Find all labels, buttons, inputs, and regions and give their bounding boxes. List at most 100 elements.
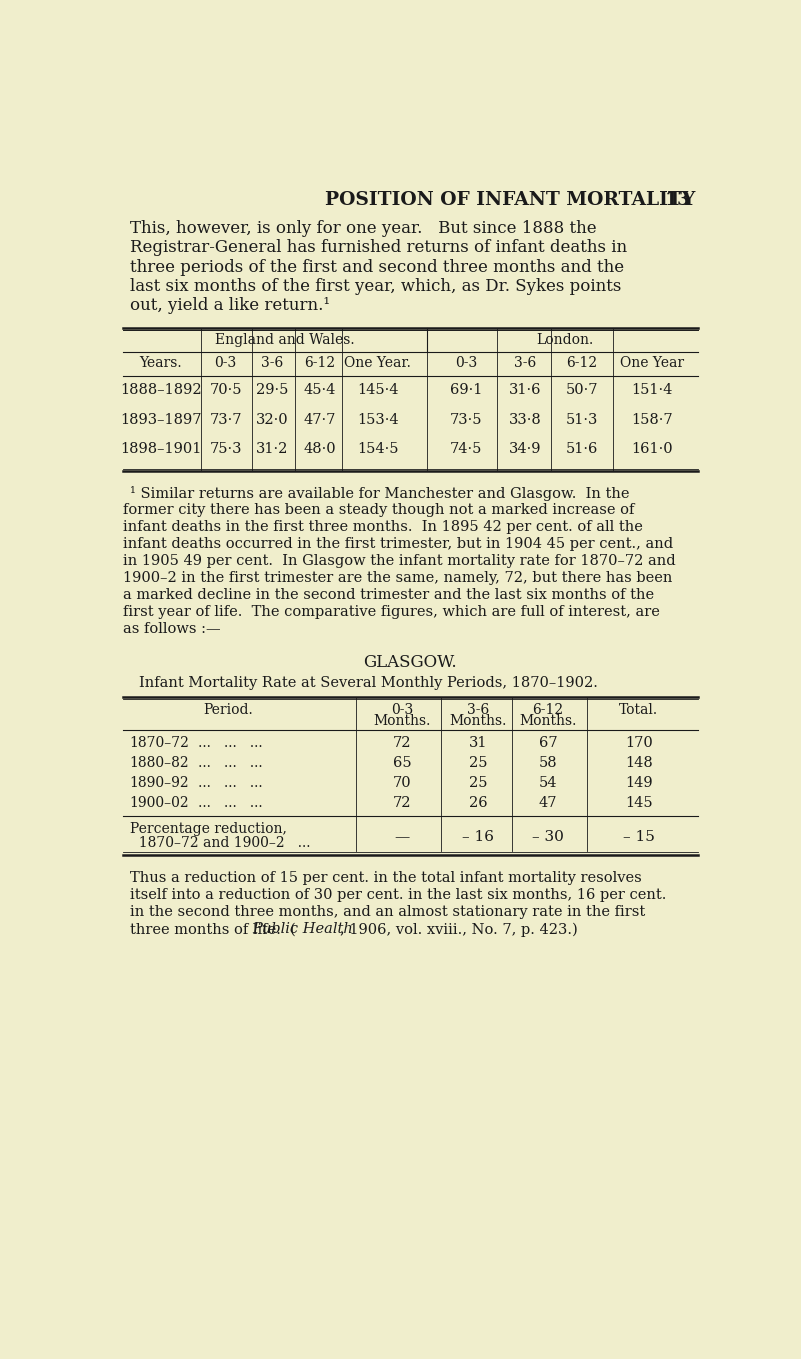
Text: itself into a reduction of 30 per cent. in the last six months, 16 per cent.: itself into a reduction of 30 per cent. … [130, 889, 666, 902]
Text: out, yield a like return.¹: out, yield a like return.¹ [130, 298, 329, 314]
Text: 48·0: 48·0 [303, 442, 336, 455]
Text: ...   ...   ...: ... ... ... [185, 776, 263, 790]
Text: This, however, is only for one year.   But since 1888 the: This, however, is only for one year. But… [130, 220, 596, 236]
Text: Registrar-General has furnished returns of infant deaths in: Registrar-General has furnished returns … [130, 239, 626, 257]
Text: 145: 145 [625, 796, 653, 810]
Text: 73·5: 73·5 [449, 413, 482, 427]
Text: ¹ Similar returns are available for Manchester and Glasgow.  In the: ¹ Similar returns are available for Manc… [130, 487, 629, 501]
Text: 47·7: 47·7 [304, 413, 336, 427]
Text: in the second three months, and an almost stationary rate in the first: in the second three months, and an almos… [130, 905, 645, 919]
Text: —: — [395, 830, 410, 844]
Text: 154·5: 154·5 [356, 442, 398, 455]
Text: 25: 25 [469, 776, 488, 790]
Text: ...   ...   ...: ... ... ... [185, 796, 263, 810]
Text: 1890–92: 1890–92 [130, 776, 189, 790]
Text: 31·2: 31·2 [256, 442, 288, 455]
Text: London.: London. [537, 333, 594, 348]
Text: – 16: – 16 [462, 830, 494, 844]
Text: – 15: – 15 [623, 830, 654, 844]
Text: 0-3: 0-3 [391, 703, 413, 716]
Text: 72: 72 [393, 737, 412, 750]
Text: 1898–1901: 1898–1901 [120, 442, 201, 455]
Text: 161·0: 161·0 [631, 442, 673, 455]
Text: three periods of the first and second three months and the: three periods of the first and second th… [130, 258, 624, 276]
Text: a marked decline in the second trimester and the last six months of the: a marked decline in the second trimester… [123, 588, 654, 602]
Text: 25: 25 [469, 756, 488, 771]
Text: 1870–72 and 1900–2   ...: 1870–72 and 1900–2 ... [130, 836, 310, 851]
Text: ...   ...   ...: ... ... ... [185, 756, 263, 771]
Text: Thus a reduction of 15 per cent. in the total infant mortality resolves: Thus a reduction of 15 per cent. in the … [130, 871, 642, 886]
Text: 45·4: 45·4 [304, 383, 336, 397]
Text: POSITION OF INFANT MORTALITY: POSITION OF INFANT MORTALITY [325, 190, 695, 209]
Text: 153·4: 153·4 [356, 413, 398, 427]
Text: Months.: Months. [374, 713, 431, 727]
Text: 6-12: 6-12 [533, 703, 564, 716]
Text: 1880–82: 1880–82 [130, 756, 189, 771]
Text: 65: 65 [393, 756, 412, 771]
Text: GLASGOW.: GLASGOW. [364, 654, 457, 671]
Text: 34·9: 34·9 [509, 442, 541, 455]
Text: 1870–72: 1870–72 [130, 737, 190, 750]
Text: 70·5: 70·5 [209, 383, 242, 397]
Text: infant deaths occurred in the first trimester, but in 1904 45 per cent., and: infant deaths occurred in the first trim… [123, 537, 674, 552]
Text: One Year: One Year [620, 356, 684, 370]
Text: infant deaths in the first three months.  In 1895 42 per cent. of all the: infant deaths in the first three months.… [123, 520, 643, 534]
Text: 47: 47 [539, 796, 557, 810]
Text: 70: 70 [393, 776, 412, 790]
Text: 3-6: 3-6 [513, 356, 536, 370]
Text: 32·0: 32·0 [256, 413, 288, 427]
Text: 6-12: 6-12 [304, 356, 335, 370]
Text: 151·4: 151·4 [631, 383, 673, 397]
Text: first year of life.  The comparative figures, which are full of interest, are: first year of life. The comparative figu… [123, 605, 660, 620]
Text: 13: 13 [664, 190, 690, 209]
Text: 145·4: 145·4 [356, 383, 398, 397]
Text: 26: 26 [469, 796, 488, 810]
Text: Percentage reduction,: Percentage reduction, [130, 822, 287, 836]
Text: Months.: Months. [519, 713, 577, 727]
Text: ...   ...   ...: ... ... ... [185, 737, 263, 750]
Text: 67: 67 [539, 737, 557, 750]
Text: 75·3: 75·3 [209, 442, 242, 455]
Text: , 1906, vol. xviii., No. 7, p. 423.): , 1906, vol. xviii., No. 7, p. 423.) [340, 923, 578, 936]
Text: Total.: Total. [619, 703, 658, 716]
Text: 0-3: 0-3 [215, 356, 237, 370]
Text: 69·1: 69·1 [449, 383, 482, 397]
Text: 33·8: 33·8 [509, 413, 541, 427]
Text: 50·7: 50·7 [566, 383, 598, 397]
Text: 1893–1897: 1893–1897 [120, 413, 201, 427]
Text: 54: 54 [539, 776, 557, 790]
Text: 3-6: 3-6 [261, 356, 284, 370]
Text: 31: 31 [469, 737, 488, 750]
Text: 1888–1892: 1888–1892 [120, 383, 201, 397]
Text: 1900–02: 1900–02 [130, 796, 189, 810]
Text: England and Wales.: England and Wales. [215, 333, 354, 348]
Text: 58: 58 [539, 756, 557, 771]
Text: – 30: – 30 [532, 830, 564, 844]
Text: 158·7: 158·7 [631, 413, 673, 427]
Text: 29·5: 29·5 [256, 383, 288, 397]
Text: Period.: Period. [203, 703, 253, 716]
Text: 148: 148 [625, 756, 653, 771]
Text: Public Health: Public Health [252, 923, 352, 936]
Text: 1900–2 in the first trimester are the same, namely, 72, but there has been: 1900–2 in the first trimester are the sa… [123, 571, 673, 586]
Text: 0-3: 0-3 [455, 356, 477, 370]
Text: Infant Mortality Rate at Several Monthly Periods, 1870–1902.: Infant Mortality Rate at Several Monthly… [139, 675, 598, 690]
Text: 149: 149 [625, 776, 653, 790]
Text: Months.: Months. [449, 713, 507, 727]
Text: 3-6: 3-6 [467, 703, 489, 716]
Text: 51·6: 51·6 [566, 442, 598, 455]
Text: 51·3: 51·3 [566, 413, 598, 427]
Text: 73·7: 73·7 [209, 413, 242, 427]
Text: three months of life.  (: three months of life. ( [130, 923, 296, 936]
Text: 72: 72 [393, 796, 412, 810]
Text: One Year.: One Year. [344, 356, 411, 370]
Text: 74·5: 74·5 [449, 442, 482, 455]
Text: former city there has been a steady though not a marked increase of: former city there has been a steady thou… [123, 503, 634, 518]
Text: as follows :—: as follows :— [123, 622, 221, 636]
Text: in 1905 49 per cent.  In Glasgow the infant mortality rate for 1870–72 and: in 1905 49 per cent. In Glasgow the infa… [123, 554, 676, 568]
Text: last six months of the first year, which, as Dr. Sykes points: last six months of the first year, which… [130, 277, 621, 295]
Text: 6-12: 6-12 [566, 356, 598, 370]
Text: 31·6: 31·6 [509, 383, 541, 397]
Text: Years.: Years. [139, 356, 182, 370]
Text: 170: 170 [625, 737, 653, 750]
